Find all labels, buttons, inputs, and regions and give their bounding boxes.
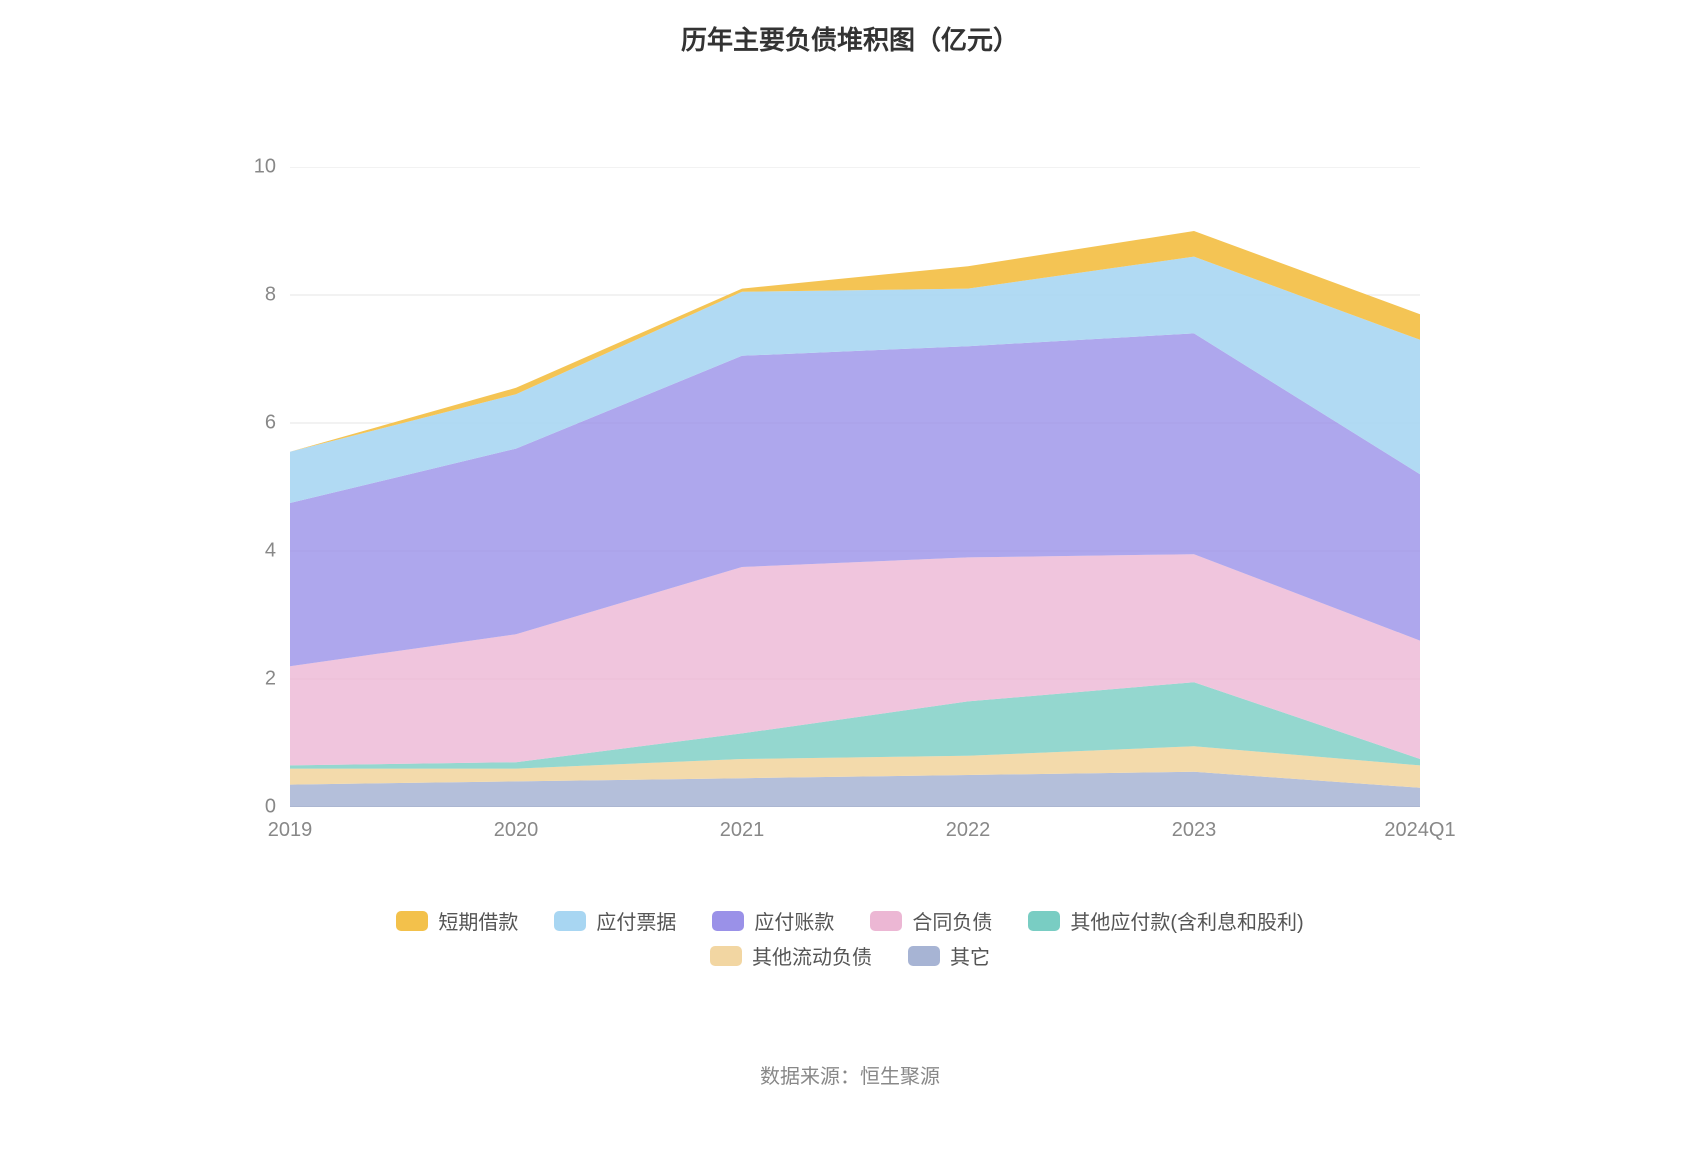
source-prefix: 数据来源： bbox=[760, 1066, 860, 1088]
legend-item-short_term_loans[interactable]: 短期借款 bbox=[396, 906, 518, 935]
legend-label: 应付账款 bbox=[754, 906, 834, 935]
x-tick-label: 2019 bbox=[268, 807, 313, 842]
chart-container: 历年主要负债堆积图（亿元） 02468102019202020212022202… bbox=[0, 0, 1700, 1150]
data-source: 数据来源：恒生聚源 bbox=[0, 1060, 1700, 1089]
x-tick-label: 2021 bbox=[720, 807, 765, 842]
legend-swatch bbox=[908, 946, 940, 966]
source-name: 恒生聚源 bbox=[860, 1066, 940, 1088]
y-tick-label: 10 bbox=[254, 156, 290, 179]
legend-label: 短期借款 bbox=[438, 906, 518, 935]
plot-area: 0246810201920202021202220232024Q1 bbox=[290, 167, 1420, 807]
chart-title: 历年主要负债堆积图（亿元） bbox=[0, 0, 1700, 57]
legend-swatch bbox=[396, 911, 428, 931]
legend-swatch bbox=[710, 946, 742, 966]
legend-item-accounts_payable[interactable]: 应付账款 bbox=[712, 906, 834, 935]
x-tick-label: 2024Q1 bbox=[1384, 807, 1455, 842]
legend-label: 合同负债 bbox=[912, 906, 992, 935]
stacked-area-svg bbox=[290, 167, 1420, 807]
legend-swatch bbox=[870, 911, 902, 931]
legend-label: 应付票据 bbox=[596, 906, 676, 935]
y-tick-label: 6 bbox=[265, 412, 290, 435]
legend-item-other[interactable]: 其它 bbox=[908, 941, 990, 970]
legend-item-notes_payable[interactable]: 应付票据 bbox=[554, 906, 676, 935]
y-tick-label: 8 bbox=[265, 284, 290, 307]
legend-item-other_payables[interactable]: 其他应付款(含利息和股利) bbox=[1028, 906, 1303, 935]
y-tick-label: 4 bbox=[265, 540, 290, 563]
x-tick-label: 2020 bbox=[494, 807, 539, 842]
legend: 短期借款 应付票据 应付账款 合同负债 其他应付款(含利息和股利) 其他流动负债 其它 bbox=[0, 900, 1700, 976]
legend-label: 其他流动负债 bbox=[752, 941, 872, 970]
legend-label: 其他应付款(含利息和股利) bbox=[1070, 906, 1303, 935]
x-tick-label: 2022 bbox=[946, 807, 991, 842]
legend-swatch bbox=[712, 911, 744, 931]
legend-row: 其他流动负债 其它 bbox=[396, 941, 1303, 970]
y-tick-label: 2 bbox=[265, 668, 290, 691]
legend-label: 其它 bbox=[950, 941, 990, 970]
legend-swatch bbox=[554, 911, 586, 931]
legend-item-other_current_liab[interactable]: 其他流动负债 bbox=[710, 941, 872, 970]
x-tick-label: 2023 bbox=[1172, 807, 1217, 842]
legend-swatch bbox=[1028, 911, 1060, 931]
legend-item-contract_liab[interactable]: 合同负债 bbox=[870, 906, 992, 935]
legend-row: 短期借款 应付票据 应付账款 合同负债 其他应付款(含利息和股利) bbox=[396, 906, 1303, 935]
chart-outer: 0246810201920202021202220232024Q1 bbox=[0, 67, 1700, 867]
